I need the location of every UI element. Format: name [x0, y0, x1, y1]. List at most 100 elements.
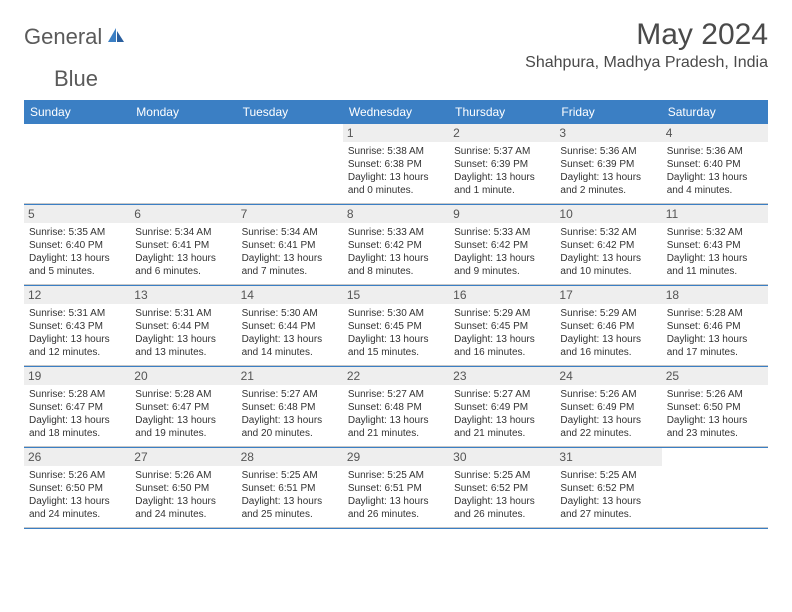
calendar-week: 5Sunrise: 5:35 AMSunset: 6:40 PMDaylight… [24, 205, 768, 286]
sunset-line: Sunset: 6:43 PM [29, 320, 125, 333]
logo: General [24, 18, 128, 50]
day-details: Sunrise: 5:37 AMSunset: 6:39 PMDaylight:… [454, 145, 550, 197]
calendar-day: 12Sunrise: 5:31 AMSunset: 6:43 PMDayligh… [24, 286, 130, 366]
day-number: 17 [555, 286, 661, 304]
sunrise-line: Sunrise: 5:32 AM [560, 226, 656, 239]
day-number: 31 [555, 448, 661, 466]
calendar-day: 1Sunrise: 5:38 AMSunset: 6:38 PMDaylight… [343, 124, 449, 204]
location-label: Shahpura, Madhya Pradesh, India [525, 54, 768, 72]
sunset-line: Sunset: 6:51 PM [348, 482, 444, 495]
daylight-line: Daylight: 13 hours and 10 minutes. [560, 252, 656, 278]
daylight-line: Daylight: 13 hours and 26 minutes. [348, 495, 444, 521]
day-number: 19 [24, 367, 130, 385]
day-details: Sunrise: 5:34 AMSunset: 6:41 PMDaylight:… [135, 226, 231, 278]
sunrise-line: Sunrise: 5:26 AM [667, 388, 763, 401]
day-details: Sunrise: 5:28 AMSunset: 6:47 PMDaylight:… [135, 388, 231, 440]
sunrise-line: Sunrise: 5:32 AM [667, 226, 763, 239]
sunset-line: Sunset: 6:49 PM [454, 401, 550, 414]
sunrise-line: Sunrise: 5:30 AM [242, 307, 338, 320]
day-number: 11 [662, 205, 768, 223]
sunset-line: Sunset: 6:42 PM [348, 239, 444, 252]
sunrise-line: Sunrise: 5:26 AM [135, 469, 231, 482]
calendar-day: 16Sunrise: 5:29 AMSunset: 6:45 PMDayligh… [449, 286, 555, 366]
sunrise-line: Sunrise: 5:28 AM [135, 388, 231, 401]
sunset-line: Sunset: 6:42 PM [560, 239, 656, 252]
day-number: 23 [449, 367, 555, 385]
sunset-line: Sunset: 6:44 PM [242, 320, 338, 333]
day-details: Sunrise: 5:36 AMSunset: 6:40 PMDaylight:… [667, 145, 763, 197]
sunrise-line: Sunrise: 5:27 AM [348, 388, 444, 401]
daylight-line: Daylight: 13 hours and 4 minutes. [667, 171, 763, 197]
day-details: Sunrise: 5:29 AMSunset: 6:46 PMDaylight:… [560, 307, 656, 359]
day-details: Sunrise: 5:31 AMSunset: 6:44 PMDaylight:… [135, 307, 231, 359]
daylight-line: Daylight: 13 hours and 23 minutes. [667, 414, 763, 440]
sunrise-line: Sunrise: 5:28 AM [29, 388, 125, 401]
sunset-line: Sunset: 6:51 PM [242, 482, 338, 495]
daylight-line: Daylight: 13 hours and 6 minutes. [135, 252, 231, 278]
sunset-line: Sunset: 6:50 PM [29, 482, 125, 495]
sunset-line: Sunset: 6:49 PM [560, 401, 656, 414]
daylight-line: Daylight: 13 hours and 13 minutes. [135, 333, 231, 359]
day-number: 21 [237, 367, 343, 385]
calendar-day: 10 Sunrise: 5:32 AMSunset: 6:42 PMDayligh… [555, 205, 661, 285]
day-details: Sunrise: 5:28 AMSunset: 6:46 PMDaylight:… [667, 307, 763, 359]
day-number: 14 [237, 286, 343, 304]
daylight-line: Daylight: 13 hours and 21 minutes. [454, 414, 550, 440]
day-number: 9 [449, 205, 555, 223]
sunrise-line: Sunrise: 5:36 AM [560, 145, 656, 158]
day-details: Sunrise: 5:27 AMSunset: 6:49 PMDaylight:… [454, 388, 550, 440]
sunrise-line: Sunrise: 5:25 AM [242, 469, 338, 482]
daylight-line: Daylight: 13 hours and 26 minutes. [454, 495, 550, 521]
sunset-line: Sunset: 6:39 PM [560, 158, 656, 171]
calendar-day: 21 Sunrise: 5:27 AMSunset: 6:48 PMDayligh… [237, 367, 343, 447]
sunset-line: Sunset: 6:40 PM [29, 239, 125, 252]
sunset-line: Sunset: 6:48 PM [348, 401, 444, 414]
sunrise-line: Sunrise: 5:25 AM [560, 469, 656, 482]
day-number: 18 [662, 286, 768, 304]
daylight-line: Daylight: 13 hours and 15 minutes. [348, 333, 444, 359]
day-details: Sunrise: 5:29 AMSunset: 6:45 PMDaylight:… [454, 307, 550, 359]
daylight-line: Daylight: 13 hours and 24 minutes. [135, 495, 231, 521]
daylight-line: Daylight: 13 hours and 8 minutes. [348, 252, 444, 278]
sunset-line: Sunset: 6:44 PM [135, 320, 231, 333]
sunrise-line: Sunrise: 5:26 AM [29, 469, 125, 482]
sunrise-line: Sunrise: 5:25 AM [454, 469, 550, 482]
sunrise-line: Sunrise: 5:29 AM [454, 307, 550, 320]
sunrise-line: Sunrise: 5:30 AM [348, 307, 444, 320]
day-number: 24 [555, 367, 661, 385]
day-number: 5 [24, 205, 130, 223]
day-details: Sunrise: 5:26 AMSunset: 6:49 PMDaylight:… [560, 388, 656, 440]
sunset-line: Sunset: 6:48 PM [242, 401, 338, 414]
day-details: Sunrise: 5:36 AMSunset: 6:39 PMDaylight:… [560, 145, 656, 197]
calendar-week: 12Sunrise: 5:31 AMSunset: 6:43 PMDayligh… [24, 286, 768, 367]
calendar-day: 24 Sunrise: 5:26 AMSunset: 6:49 PMDayligh… [555, 367, 661, 447]
logo-sail-icon [106, 26, 126, 49]
weekday-header: Tuesday [237, 100, 343, 124]
calendar-day: 17 Sunrise: 5:29 AMSunset: 6:46 PMDayligh… [555, 286, 661, 366]
day-number: 7 [237, 205, 343, 223]
calendar-day: 8Sunrise: 5:33 AMSunset: 6:42 PMDaylight… [343, 205, 449, 285]
daylight-line: Daylight: 13 hours and 17 minutes. [667, 333, 763, 359]
day-details: Sunrise: 5:33 AMSunset: 6:42 PMDaylight:… [348, 226, 444, 278]
day-number: 10 [555, 205, 661, 223]
daylight-line: Daylight: 13 hours and 7 minutes. [242, 252, 338, 278]
calendar-day-empty [662, 448, 768, 528]
sunset-line: Sunset: 6:38 PM [348, 158, 444, 171]
day-details: Sunrise: 5:26 AMSunset: 6:50 PMDaylight:… [135, 469, 231, 521]
sunrise-line: Sunrise: 5:31 AM [29, 307, 125, 320]
calendar-day: 22Sunrise: 5:27 AMSunset: 6:48 PMDayligh… [343, 367, 449, 447]
daylight-line: Daylight: 13 hours and 25 minutes. [242, 495, 338, 521]
sunset-line: Sunset: 6:39 PM [454, 158, 550, 171]
day-number: 4 [662, 124, 768, 142]
day-details: Sunrise: 5:27 AMSunset: 6:48 PMDaylight:… [242, 388, 338, 440]
sunset-line: Sunset: 6:41 PM [242, 239, 338, 252]
calendar-day: 29Sunrise: 5:25 AMSunset: 6:51 PMDayligh… [343, 448, 449, 528]
day-number: 1 [343, 124, 449, 142]
daylight-line: Daylight: 13 hours and 20 minutes. [242, 414, 338, 440]
daylight-line: Daylight: 13 hours and 16 minutes. [560, 333, 656, 359]
daylight-line: Daylight: 13 hours and 22 minutes. [560, 414, 656, 440]
sunset-line: Sunset: 6:50 PM [667, 401, 763, 414]
sunset-line: Sunset: 6:45 PM [348, 320, 444, 333]
day-number: 28 [237, 448, 343, 466]
sunrise-line: Sunrise: 5:37 AM [454, 145, 550, 158]
